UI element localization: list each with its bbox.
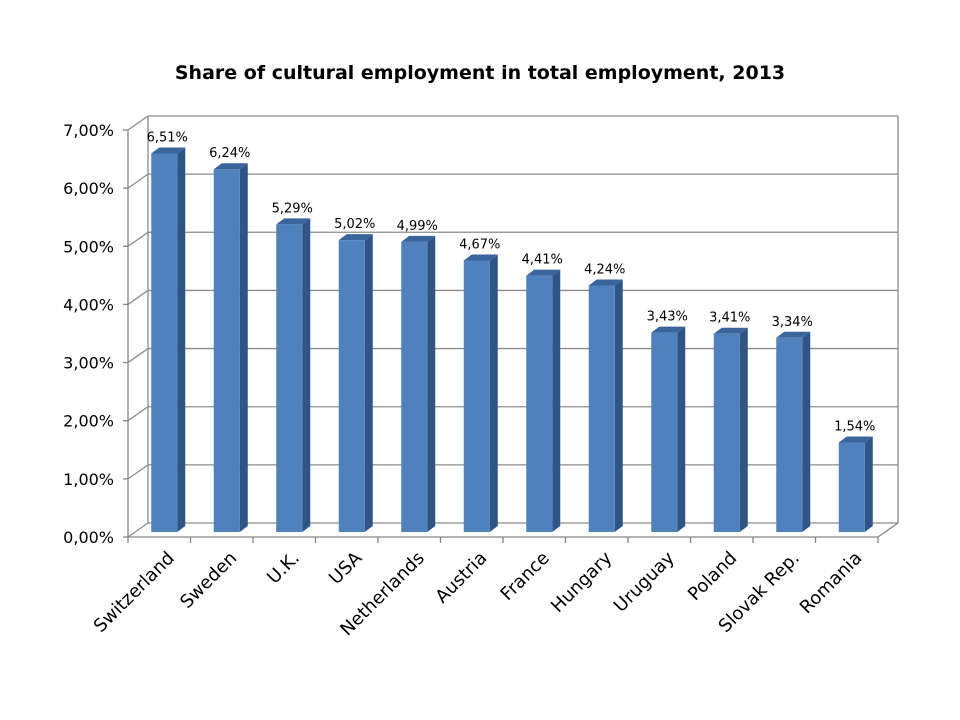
gridline-depth xyxy=(127,406,149,422)
category-label: Hungary xyxy=(547,547,616,616)
gridline-depth xyxy=(127,289,149,305)
bar-top xyxy=(213,163,248,170)
bar-side xyxy=(427,235,436,533)
bar-top xyxy=(338,234,373,241)
chart-title: Share of cultural employment in total em… xyxy=(174,62,786,84)
gridline-depth xyxy=(127,348,149,364)
category-label: Romania xyxy=(796,548,867,619)
bar-top xyxy=(463,254,498,261)
category-label: France xyxy=(497,548,554,605)
y-tick-label: 3,00% xyxy=(63,354,114,373)
bar xyxy=(588,285,615,532)
bar-side xyxy=(239,163,248,532)
bar-side xyxy=(302,218,311,532)
axes: 0,00% 1,00% 2,00% 3,00% 4,00% 5,00% 6,00% 7,00% xyxy=(63,121,899,547)
category-label: USA xyxy=(325,547,367,589)
bar-top xyxy=(713,327,748,334)
y-tick-label: 1,00% xyxy=(63,470,114,489)
data-label: 6,24% xyxy=(209,146,250,161)
bar-top xyxy=(776,331,811,338)
data-label: 4,67% xyxy=(459,237,500,252)
y-tick-label: 2,00% xyxy=(63,412,114,431)
category-label: U.K. xyxy=(263,548,304,589)
bar xyxy=(338,240,365,532)
bar xyxy=(151,153,178,533)
data-label: 5,29% xyxy=(272,201,313,216)
data-label: 5,02% xyxy=(334,217,375,232)
floor-edge xyxy=(877,522,899,538)
bar xyxy=(651,332,678,532)
data-label: 4,24% xyxy=(584,262,625,277)
bar-top xyxy=(151,147,186,154)
bar xyxy=(213,169,240,532)
data-label: 3,34% xyxy=(772,315,813,330)
bar-side xyxy=(489,254,498,533)
data-label: 6,51% xyxy=(147,130,188,145)
bar-side xyxy=(864,436,873,532)
gridline-depth xyxy=(127,522,149,538)
gridlines xyxy=(127,115,899,538)
category-label: Poland xyxy=(684,548,741,605)
y-tick-label: 5,00% xyxy=(63,237,114,256)
gridline-depth xyxy=(127,115,149,131)
bar-side xyxy=(739,327,748,532)
category-label: Sweden xyxy=(176,548,241,613)
bar xyxy=(713,333,740,532)
data-label: 3,43% xyxy=(647,310,688,325)
category-label: Switzerland xyxy=(90,548,179,637)
bar-side xyxy=(677,326,686,532)
bar-side xyxy=(614,279,623,532)
data-label: 4,41% xyxy=(522,253,563,268)
bar xyxy=(463,260,490,532)
gridline-depth xyxy=(127,231,149,247)
bar-side xyxy=(177,147,186,533)
bar xyxy=(526,275,553,532)
bar-top xyxy=(651,326,686,333)
bars xyxy=(151,147,873,533)
bar-side xyxy=(552,269,561,532)
bar xyxy=(838,442,865,532)
bar xyxy=(401,241,428,533)
bar xyxy=(776,337,803,532)
bar xyxy=(276,224,303,532)
bar-side xyxy=(364,234,373,532)
data-label: 1,54% xyxy=(834,419,875,434)
bar-top xyxy=(838,436,873,443)
y-tick-label: 6,00% xyxy=(63,179,114,198)
bar-top xyxy=(526,269,561,276)
bar-top xyxy=(588,279,623,286)
data-label: 4,99% xyxy=(397,219,438,234)
data-labels: 6,51% 6,24% 5,29% 5,02% 4,99% 4,67% 4,41% 4,24%… xyxy=(147,130,876,434)
y-tick-label: 7,00% xyxy=(63,121,114,140)
category-label: Austria xyxy=(431,548,491,608)
gridline-depth xyxy=(127,464,149,480)
bar-top xyxy=(401,235,436,242)
bar-side xyxy=(802,331,811,532)
gridline-depth xyxy=(127,173,149,189)
y-tick-label: 4,00% xyxy=(63,295,114,314)
y-tick-label: 0,00% xyxy=(63,528,114,547)
category-label: Uruguay xyxy=(610,547,679,616)
bar-top xyxy=(276,218,311,225)
data-label: 3,41% xyxy=(709,311,750,326)
